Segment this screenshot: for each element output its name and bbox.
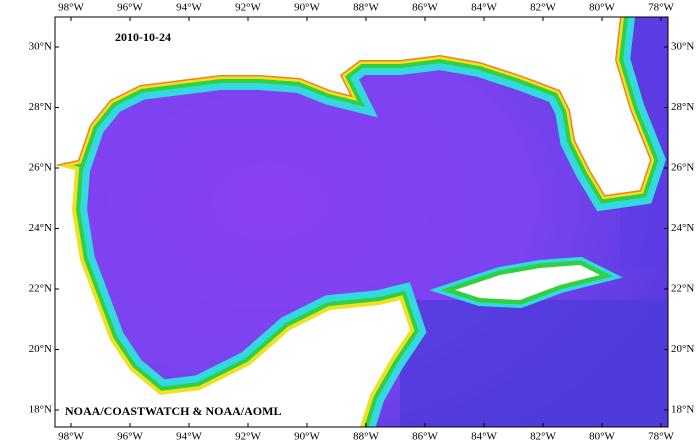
lat-label: 26°N [671, 162, 694, 174]
lon-label: 90°W [294, 431, 320, 443]
lon-label: 94°W [176, 431, 202, 443]
lon-label: 84°W [471, 431, 497, 443]
lat-label: 24°N [671, 222, 694, 234]
lat-label: 20°N [671, 343, 694, 355]
lon-label: 80°W [589, 2, 615, 14]
lon-label: 82°W [530, 2, 556, 14]
lat-label: 30°N [671, 41, 694, 53]
lon-label: 92°W [235, 431, 261, 443]
lon-label: 94°W [176, 2, 202, 14]
map-frame [54, 16, 669, 428]
lon-label: 88°W [353, 2, 379, 14]
lon-label: 90°W [294, 2, 320, 14]
lat-label: 26°N [29, 162, 52, 174]
lon-label: 84°W [471, 2, 497, 14]
graticule-labels: 98°W 98°W 96°W 96°W 94°W 94°W 92°W 92°W 90°W 90°W… [29, 2, 695, 443]
lon-label: 86°W [412, 431, 438, 443]
lon-label: 88°W [353, 431, 379, 443]
credit-label: NOAA/COASTWATCH & NOAA/AOML [65, 404, 281, 418]
lat-label: 22°N [29, 283, 52, 295]
lon-label: 78°W [648, 2, 674, 14]
lat-label: 20°N [29, 343, 52, 355]
lon-label: 78°W [648, 431, 674, 443]
lon-label: 82°W [530, 431, 556, 443]
lat-label: 24°N [29, 222, 52, 234]
lat-label: 28°N [29, 101, 52, 113]
lon-label: 96°W [117, 431, 143, 443]
map-image [55, 17, 668, 427]
lon-label: 80°W [589, 431, 615, 443]
lon-label: 96°W [117, 2, 143, 14]
lon-label: 92°W [235, 2, 261, 14]
lon-label: 98°W [58, 2, 84, 14]
lon-label: 98°W [58, 431, 84, 443]
lat-label: 22°N [671, 283, 694, 295]
date-label: 2010-10-24 [115, 30, 171, 44]
lon-label: 86°W [412, 2, 438, 14]
lat-label: 18°N [671, 404, 694, 416]
lat-label: 30°N [29, 41, 52, 53]
lat-label: 18°N [29, 404, 52, 416]
lat-label: 28°N [671, 101, 694, 113]
